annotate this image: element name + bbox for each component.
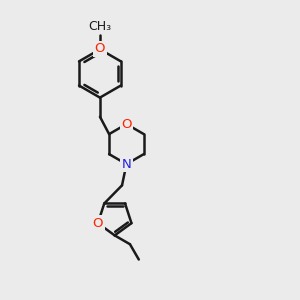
Text: O: O	[95, 42, 105, 55]
Text: CH₃: CH₃	[88, 20, 112, 33]
Text: O: O	[121, 118, 132, 130]
Text: O: O	[93, 217, 103, 230]
Text: N: N	[122, 158, 131, 171]
